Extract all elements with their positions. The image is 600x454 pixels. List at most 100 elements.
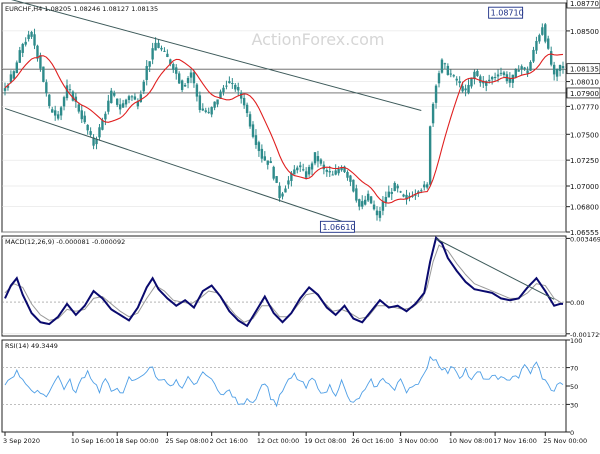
x-axis-tick-label: 25 Nov 00:00 bbox=[543, 437, 587, 445]
candle-body bbox=[499, 72, 503, 74]
candle-body bbox=[517, 70, 520, 72]
candle-body bbox=[204, 110, 207, 112]
channel-upper-line bbox=[11, 0, 422, 112]
price-annotation-label: 1.08710 bbox=[491, 9, 524, 18]
candle-body bbox=[431, 103, 435, 124]
candle-body bbox=[237, 87, 240, 91]
candle-body bbox=[183, 85, 187, 87]
candle-body bbox=[145, 66, 148, 80]
candle-body bbox=[157, 42, 160, 48]
candle-body bbox=[532, 49, 535, 62]
candle-body bbox=[269, 161, 272, 164]
price-y-tick-label: 1.06800 bbox=[570, 204, 599, 212]
candle-body bbox=[33, 34, 36, 46]
candle-body bbox=[405, 194, 408, 200]
candle-body bbox=[508, 77, 512, 83]
candle-body bbox=[411, 195, 414, 197]
price-y-tick-label: 1.08500 bbox=[570, 28, 599, 36]
candle-body bbox=[476, 71, 479, 76]
candle-body bbox=[301, 169, 305, 171]
candle-body bbox=[254, 135, 258, 145]
price-y-tick-label: 1.08010 bbox=[570, 79, 599, 87]
candle-body bbox=[449, 73, 453, 75]
candle-body bbox=[266, 160, 269, 165]
rsi-panel-header: RSI(14) 49.3449 bbox=[5, 342, 58, 350]
price-annotation-box bbox=[488, 6, 524, 19]
macd-trendline bbox=[435, 238, 555, 300]
candle-body bbox=[124, 99, 128, 105]
price-y-tick-label: 1.07500 bbox=[570, 131, 599, 139]
candle-body bbox=[260, 148, 264, 159]
price-y-tick-label: 1.07770 bbox=[570, 103, 599, 111]
candle-body bbox=[366, 193, 370, 201]
candle-body bbox=[561, 66, 565, 69]
candle-body bbox=[290, 172, 293, 181]
candle-body bbox=[467, 84, 470, 94]
candle-body bbox=[340, 167, 343, 171]
x-axis-tick-label: 10 Nov 08:00 bbox=[449, 437, 493, 445]
candle-body bbox=[293, 169, 296, 175]
candle-body bbox=[166, 53, 169, 58]
candle-body bbox=[423, 184, 426, 188]
candle-body bbox=[104, 113, 107, 120]
candle-body bbox=[446, 65, 450, 75]
candle-body bbox=[201, 108, 205, 111]
candle-body bbox=[172, 64, 175, 70]
candle-body bbox=[24, 41, 27, 45]
candle-body bbox=[538, 35, 541, 42]
candle-body bbox=[552, 64, 556, 75]
candle-body bbox=[349, 175, 352, 182]
candle-body bbox=[48, 94, 51, 106]
candle-body bbox=[175, 67, 178, 74]
x-axis-tick-label: 17 Nov 16:00 bbox=[493, 437, 537, 445]
candle-body bbox=[9, 74, 13, 83]
candle-body bbox=[343, 166, 346, 173]
candle-body bbox=[18, 50, 21, 63]
candle-body bbox=[148, 61, 151, 67]
candle-body bbox=[440, 59, 444, 73]
candle-body bbox=[115, 98, 119, 105]
candle-body bbox=[98, 127, 101, 138]
candle-body bbox=[485, 81, 488, 86]
candle-body bbox=[369, 196, 373, 204]
price-y-tick-label: 1.06555 bbox=[570, 229, 599, 237]
candle-body bbox=[21, 44, 24, 53]
candle-body bbox=[443, 63, 447, 65]
candle-body bbox=[287, 180, 290, 185]
candle-body bbox=[414, 194, 417, 196]
candle-body bbox=[328, 171, 331, 173]
candle-body bbox=[375, 210, 379, 216]
watermark-text: ActionForex.com bbox=[251, 30, 384, 49]
candle-body bbox=[502, 72, 506, 75]
candle-body bbox=[6, 85, 10, 88]
candle-body bbox=[45, 82, 48, 94]
candle-body bbox=[39, 55, 42, 69]
candle-body bbox=[331, 174, 334, 176]
candle-body bbox=[30, 31, 33, 37]
candle-body bbox=[325, 169, 329, 172]
candle-body bbox=[299, 165, 302, 168]
x-axis-tick-label: 3 Nov 00:00 bbox=[399, 437, 439, 445]
candle-body bbox=[493, 77, 497, 79]
rsi-y-tick-label: 50 bbox=[570, 383, 578, 391]
candle-body bbox=[136, 101, 140, 107]
candle-body bbox=[281, 193, 284, 197]
candle-body bbox=[358, 199, 361, 207]
candle-body bbox=[452, 75, 455, 77]
candle-body bbox=[535, 40, 538, 51]
candle-body bbox=[56, 114, 60, 119]
candle-body bbox=[198, 95, 202, 110]
candle-body bbox=[304, 171, 308, 178]
x-axis-tick-label: 26 Oct 16:00 bbox=[351, 437, 393, 445]
candle-body bbox=[464, 88, 467, 91]
price-y-tick-label: 1.08135 bbox=[570, 66, 599, 74]
macd-panel-header: MACD(12,26,9) -0.000081 -0.000092 bbox=[5, 238, 125, 246]
rsi-y-tick-label: 100 bbox=[570, 337, 582, 345]
candle-body bbox=[239, 92, 243, 99]
candle-body bbox=[3, 88, 7, 91]
candle-body bbox=[53, 110, 57, 116]
candle-body bbox=[127, 96, 131, 100]
candle-body bbox=[225, 85, 228, 87]
candle-body bbox=[62, 97, 66, 107]
